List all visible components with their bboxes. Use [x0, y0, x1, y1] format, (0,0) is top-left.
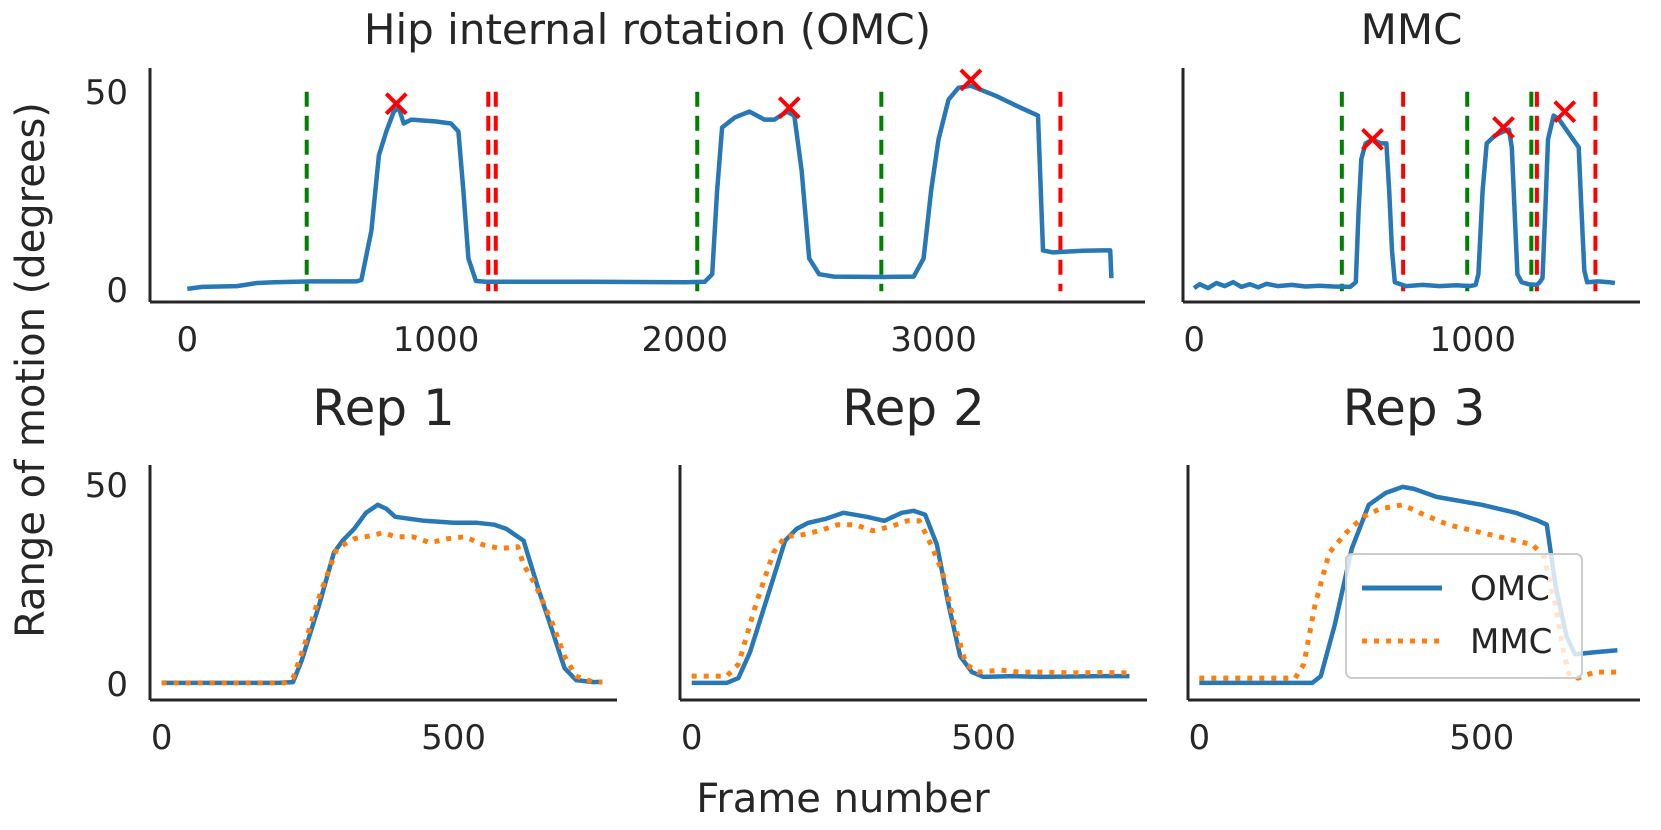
subplot-rep1: Rep 1 0 500 0 50	[85, 379, 617, 758]
x-tick-label: 500	[951, 718, 1016, 758]
subplot-title: Hip internal rotation (OMC)	[364, 5, 931, 54]
x-tick-label: 500	[421, 718, 486, 758]
subplot-rep3: Rep 3 0 500 OMC MMC	[1186, 379, 1640, 758]
x-tick-label: 1000	[393, 320, 480, 360]
series-line-omc	[161, 502, 603, 686]
peak-marker	[1492, 116, 1515, 139]
x-tick-label: 500	[1449, 718, 1514, 758]
series-line-mmc	[691, 518, 1130, 679]
subplot-title: Rep 2	[842, 379, 985, 437]
x-tick-label: 3000	[890, 320, 977, 360]
series-line-omc	[691, 508, 1130, 686]
y-tick-label: 50	[85, 73, 128, 113]
peak-marker	[1553, 100, 1577, 124]
x-tick-label: 0	[1188, 718, 1210, 758]
peak-marker	[1361, 127, 1384, 151]
y-axis-label: Range of motion (degrees)	[8, 102, 54, 638]
x-tick-label: 0	[1183, 320, 1205, 360]
series-line-mmc	[1192, 113, 1616, 291]
peak-marker	[959, 68, 983, 92]
y-tick-label: 50	[85, 466, 128, 506]
series-line-mmc	[161, 530, 603, 686]
peak-marker	[384, 92, 408, 116]
x-tick-label: 2000	[642, 320, 729, 360]
peak-marker	[777, 96, 801, 120]
legend: OMC MMC	[1345, 553, 1583, 679]
subplot-mmc_full: MMC 0 1000	[1181, 5, 1640, 360]
x-axis-label: Frame number	[696, 776, 990, 822]
subplot-title: Rep 3	[1343, 379, 1486, 437]
x-tick-label: 0	[151, 718, 173, 758]
subplot-title: Rep 1	[312, 379, 455, 437]
subplot-rep2: Rep 2 0 500	[678, 379, 1147, 758]
series-line-omc	[187, 83, 1114, 292]
legend-box	[1345, 553, 1583, 679]
legend-label-omc: OMC	[1470, 569, 1550, 609]
x-tick-label: 1000	[1430, 320, 1517, 360]
legend-label-mmc: MMC	[1470, 622, 1552, 662]
x-tick-label: 0	[176, 320, 198, 360]
subplot-title: MMC	[1361, 5, 1463, 54]
y-tick-label: 0	[106, 665, 128, 705]
x-tick-label: 0	[681, 718, 703, 758]
y-tick-label: 0	[106, 271, 128, 311]
subplot-omc_full: Hip internal rotation (OMC) 0 1000 2000 3000…	[85, 5, 1145, 360]
